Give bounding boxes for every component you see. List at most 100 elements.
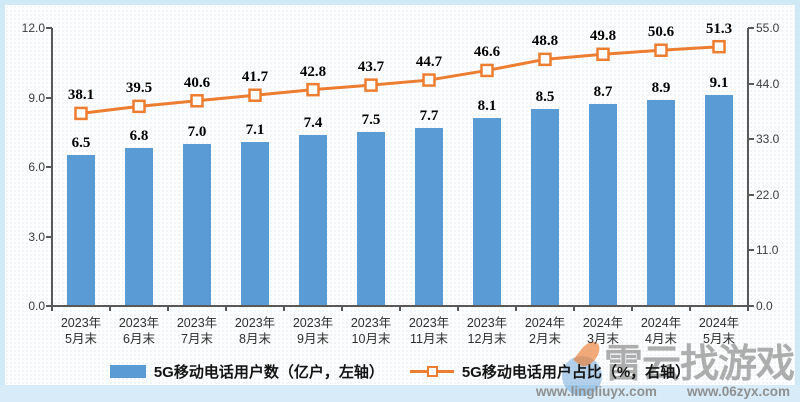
watermark-logo-icon [558, 337, 618, 398]
legend-label-bar-series: 5G移动电话用户数（亿户，左轴） [153, 363, 384, 381]
x-axis-tick [283, 306, 285, 311]
y-tick-label-right: 44.0 [756, 76, 780, 91]
bar [125, 148, 153, 305]
right-axis-tick [748, 305, 754, 307]
x-tick-label: 2024年 3月末 [582, 316, 624, 346]
line-value-label: 48.8 [531, 33, 559, 50]
x-axis-tick [167, 306, 169, 311]
bar [473, 118, 501, 305]
right-axis-tick [748, 193, 754, 196]
right-axis-tick [748, 138, 754, 141]
x-tick-label: 2023年 11月末 [408, 316, 450, 346]
y-tick-label-right: 55.0 [756, 21, 780, 35]
watermark-urls: www.lingliuyx.com www.06zyx.com [536, 384, 790, 399]
line-point-marker [480, 63, 494, 78]
bar [531, 109, 559, 305]
y-tick-label-left: 9.0 [28, 90, 45, 105]
left-axis-line [51, 28, 53, 306]
x-axis-tick [747, 306, 749, 311]
y-tick-label-right: 33.0 [756, 132, 780, 147]
bar [67, 155, 95, 305]
line-point-marker [538, 52, 552, 67]
line-point-marker [422, 73, 436, 87]
bar-value-label: 7.4 [303, 114, 323, 131]
bar-value-label: 7.5 [361, 112, 381, 129]
watermark-title: 雷云找游戏 [603, 343, 795, 386]
line-point-marker [596, 47, 610, 62]
x-tick-label: 2023年 6月末 [118, 316, 160, 346]
right-axis-tick [748, 249, 754, 252]
line-value-label: 42.8 [299, 63, 327, 80]
bar-value-label: 8.9 [651, 79, 671, 96]
left-axis-tick [46, 235, 52, 238]
bar [299, 134, 327, 305]
x-axis-tick [225, 306, 227, 311]
line-value-label: 51.3 [705, 20, 733, 37]
line-value-label: 50.6 [647, 24, 675, 41]
x-tick-label: 2023年 5月末 [60, 316, 102, 346]
line-value-label: 39.5 [125, 80, 153, 97]
bar-value-label: 7.1 [245, 121, 265, 138]
right-axis-tick [748, 82, 754, 85]
legend-item-bar-series: 5G移动电话用户数（亿户，左轴） [109, 361, 384, 382]
bar-value-label: 9.1 [709, 75, 729, 92]
line-point-marker [74, 106, 88, 121]
line-point-marker [132, 99, 146, 114]
left-axis-tick [46, 27, 52, 29]
bar-swatch-icon [109, 364, 146, 378]
line-value-label: 46.6 [473, 44, 501, 61]
bar-value-label: 7.0 [187, 123, 207, 140]
y-tick-label-right: 11.0 [756, 243, 779, 258]
line-point-marker [248, 88, 262, 102]
y-tick-label-right: 22.0 [756, 187, 780, 202]
x-axis-tick [515, 306, 517, 311]
bottom-strip [0, 385, 800, 402]
x-tick-label: 2023年 9月末 [292, 316, 334, 346]
legend-item-line-series: 5G移动电话用户占比（%，右轴） [409, 361, 690, 382]
bar [647, 99, 675, 305]
x-axis-tick [689, 306, 691, 311]
y-tick-label-left: 3.0 [28, 229, 45, 244]
bar [589, 104, 617, 305]
legend: 5G移动电话用户数（亿户，左轴） 5G移动电话用户占比（%，右轴） [0, 358, 800, 384]
watermark-url-right: www.06zyx.com [686, 384, 790, 399]
line-value-label: 40.6 [183, 74, 211, 91]
x-tick-label: 2024年 2月末 [524, 316, 566, 346]
x-tick-label: 2023年 7月末 [176, 316, 218, 346]
line-path [80, 45, 720, 115]
x-tick-label: 2023年 12月末 [466, 316, 508, 346]
y-tick-label-left: 6.0 [28, 160, 45, 174]
bar-value-label: 8.1 [477, 98, 497, 115]
right-axis-line [747, 28, 749, 306]
left-axis-tick [46, 166, 52, 168]
left-axis-tick [46, 305, 52, 307]
x-axis-tick [51, 306, 53, 311]
y-tick-label-left: 12.0 [21, 21, 45, 35]
x-axis-tick [457, 306, 459, 311]
x-axis-tick [631, 306, 633, 311]
square-marker-icon [426, 365, 438, 377]
bar [183, 143, 211, 305]
bar-value-label: 6.8 [129, 128, 149, 145]
x-axis-tick [399, 306, 401, 311]
line-point-marker [306, 82, 320, 97]
y-tick-label-right: 0.0 [756, 299, 773, 313]
bar-value-label: 8.7 [593, 84, 613, 101]
line-value-label: 49.8 [589, 28, 617, 45]
line-point-marker [364, 78, 378, 92]
bar-value-label: 7.7 [419, 107, 439, 124]
watermark-url-left: www.lingliuyx.com [535, 384, 657, 399]
left-axis-tick [46, 96, 52, 99]
right-axis-tick [748, 27, 754, 29]
line-swatch-icon [409, 365, 454, 377]
y-tick-label-left: 0.0 [28, 299, 45, 313]
line-point-marker [712, 39, 726, 54]
bar-value-label: 8.5 [535, 89, 555, 106]
line-point-marker [190, 94, 204, 108]
x-tick-label: 2023年 8月末 [234, 316, 276, 346]
bar [415, 127, 443, 305]
x-axis-tick [341, 306, 343, 311]
bar [241, 141, 269, 305]
